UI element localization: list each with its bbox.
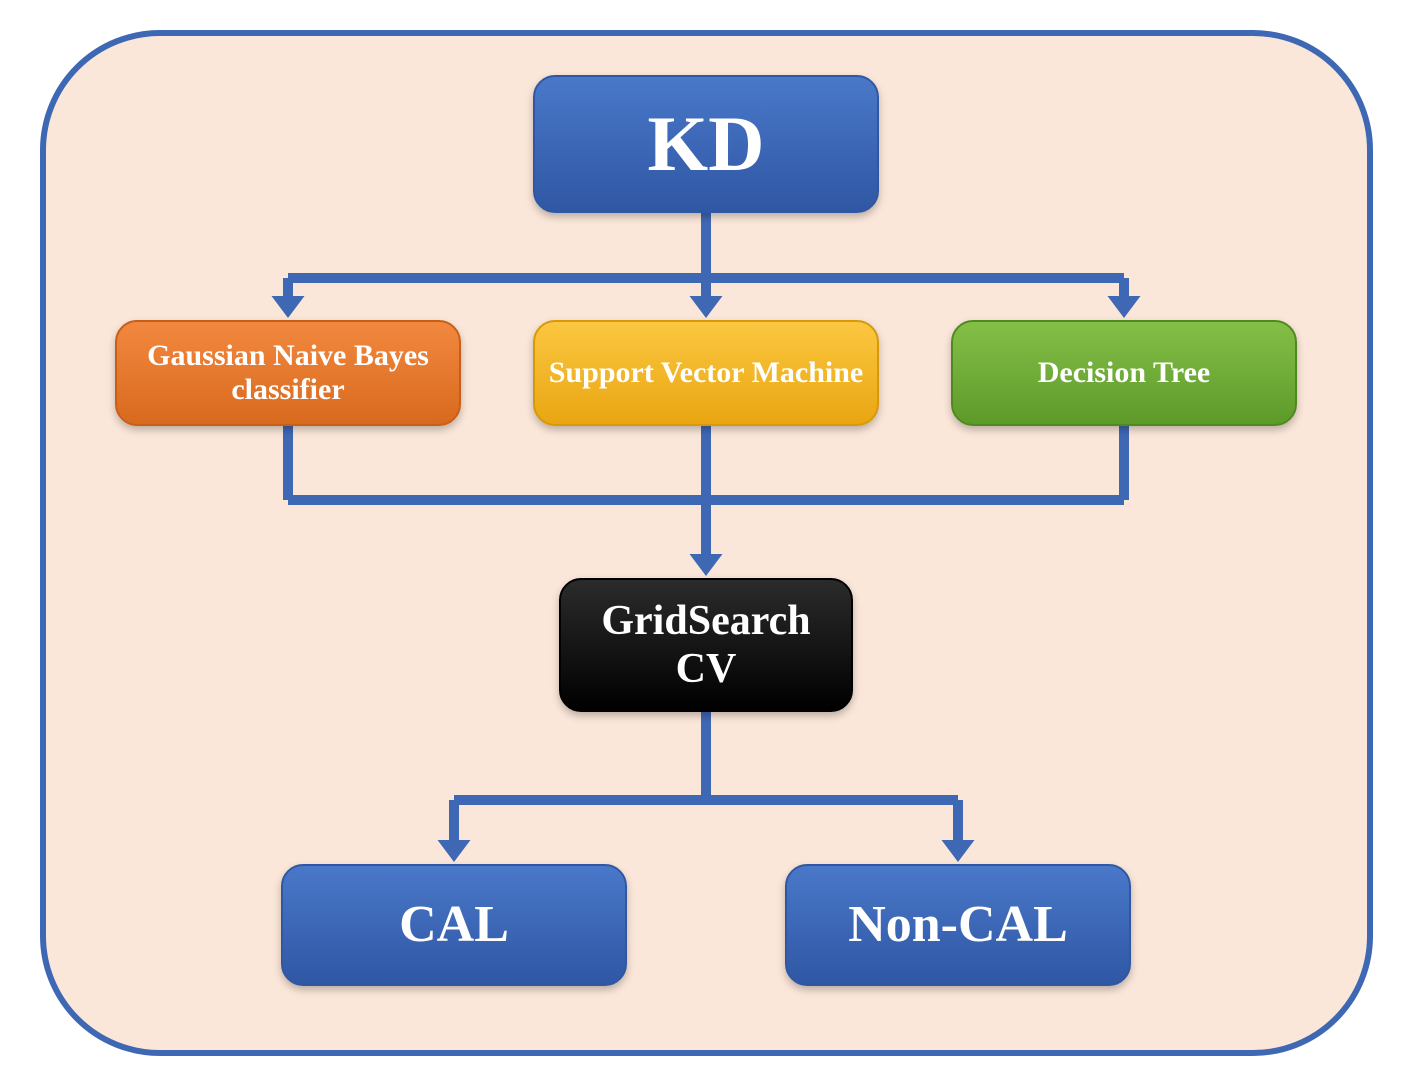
node-noncal-label: Non-CAL xyxy=(848,895,1068,955)
node-cal: CAL xyxy=(281,864,627,986)
node-gnb: Gaussian Naive Bayes classifier xyxy=(115,320,461,426)
node-gnb-label: Gaussian Naive Bayes classifier xyxy=(127,339,449,408)
node-kd: KD xyxy=(533,75,879,213)
node-noncal: Non-CAL xyxy=(785,864,1131,986)
diagram-stage: KD Gaussian Naive Bayes classifier Suppo… xyxy=(0,0,1413,1086)
node-gridsearch: GridSearch CV xyxy=(559,578,853,712)
node-dt-label: Decision Tree xyxy=(1038,356,1210,391)
node-kd-label: KD xyxy=(648,99,765,189)
node-dt: Decision Tree xyxy=(951,320,1297,426)
node-cal-label: CAL xyxy=(399,895,509,955)
node-gridsearch-label: GridSearch CV xyxy=(571,597,841,694)
node-svm-label: Support Vector Machine xyxy=(549,356,863,391)
node-svm: Support Vector Machine xyxy=(533,320,879,426)
